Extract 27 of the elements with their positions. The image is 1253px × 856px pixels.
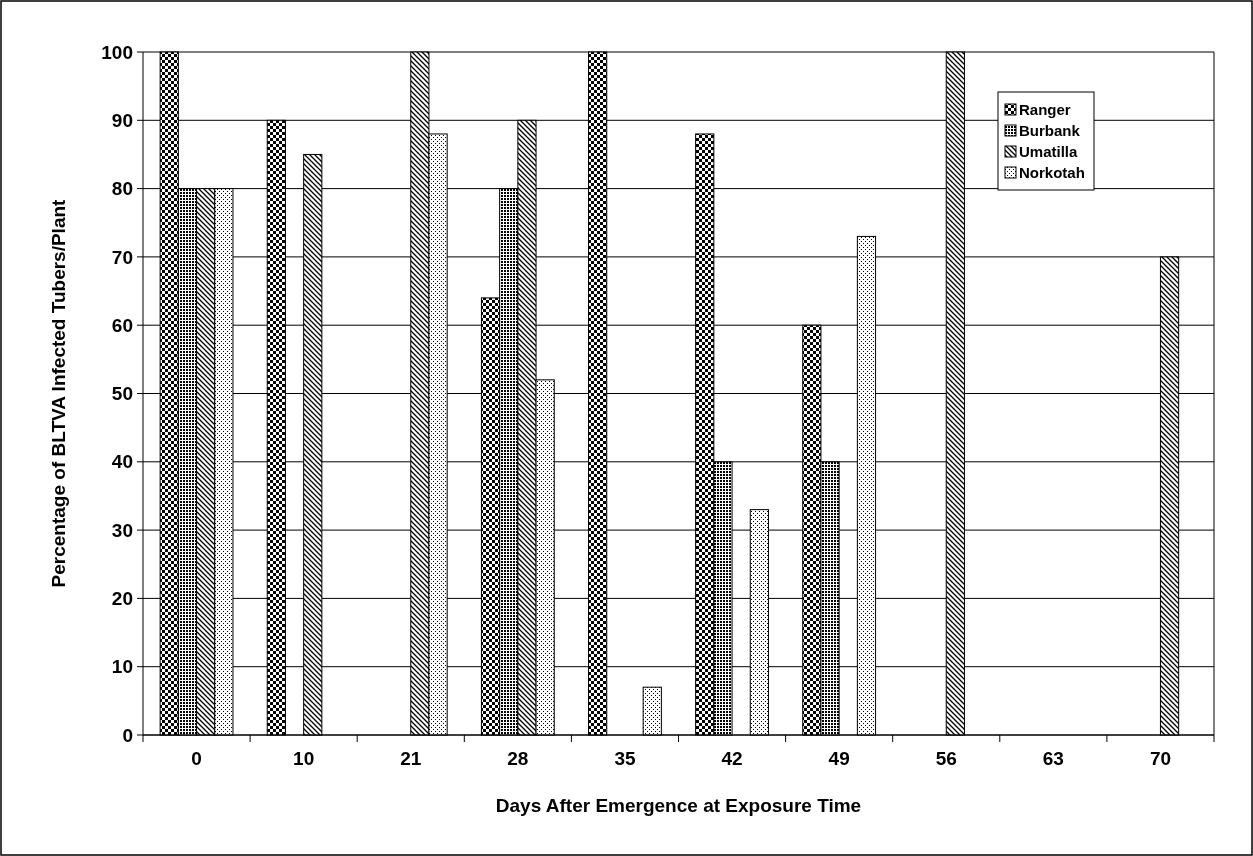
- x-tick-label: 49: [828, 748, 850, 769]
- x-tick-label: 42: [721, 748, 743, 769]
- y-tick-label: 70: [111, 246, 133, 268]
- y-tick-label: 60: [111, 314, 133, 336]
- x-tick-label: 56: [935, 748, 957, 769]
- x-tick-label: 0: [191, 748, 202, 769]
- legend-label: Burbank: [1019, 122, 1081, 140]
- y-tick-label: 90: [111, 109, 133, 131]
- y-tick-label: 100: [101, 41, 133, 63]
- x-tick-label: 21: [400, 748, 422, 769]
- x-tick-label: 63: [1042, 748, 1064, 769]
- x-tick-label: 35: [614, 748, 636, 769]
- legend-label: Norkotah: [1019, 164, 1085, 182]
- legend-label: Umatilla: [1019, 143, 1079, 161]
- y-tick-label: 0: [122, 724, 133, 746]
- x-axis-title: Days After Emergence at Exposure Time: [495, 795, 862, 816]
- y-tick-label: 10: [111, 656, 133, 678]
- y-tick-label: 20: [111, 588, 133, 610]
- x-tick-label: 70: [1149, 748, 1172, 769]
- x-tick-label: 10: [293, 748, 315, 769]
- x-tick-label: 28: [507, 748, 529, 769]
- y-tick-label: 50: [111, 383, 133, 405]
- y-tick-label: 40: [111, 451, 133, 473]
- y-tick-label: 30: [111, 519, 133, 541]
- legend-label: Ranger: [1019, 101, 1071, 119]
- y-tick-label: 80: [111, 178, 133, 200]
- y-axis-title: Percentage of BLTVA Infected Tubers/Plant: [48, 198, 69, 588]
